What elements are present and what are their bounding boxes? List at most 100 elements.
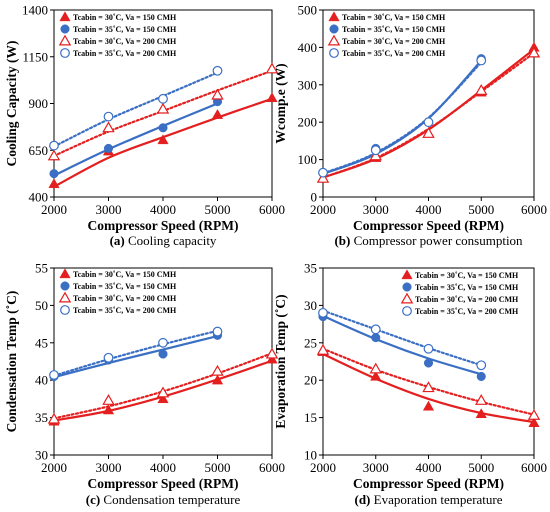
- data-point: [316, 171, 330, 183]
- legend-marker: [329, 24, 339, 34]
- legend-marker: [59, 268, 71, 279]
- x-tick-label: 3000: [363, 460, 389, 475]
- y-tick-label: 15: [304, 410, 317, 425]
- legend: Tcabin = 30˚C, Va = 150 CMH Tcabin = 35˚C…: [327, 11, 446, 58]
- y-tick-label: 900: [29, 96, 49, 111]
- legend-label: Tcabin = 30˚C, Va = 150 CMH: [73, 270, 177, 279]
- x-tick-label: 6000: [521, 202, 547, 217]
- trend-line-series-2: [52, 102, 219, 177]
- series-3-points: [316, 46, 541, 183]
- data-point: [528, 417, 540, 427]
- panel-caption: (b) Compressor power consumption: [334, 233, 523, 248]
- x-axis-label: Compressor Speed (RPM): [88, 476, 239, 491]
- series-1-points: [48, 92, 278, 189]
- data-point: [422, 400, 435, 411]
- legend-label: Tcabin = 30˚C, Va = 200 CMH: [415, 295, 519, 304]
- legend-label: Tcabin = 35˚C, Va = 150 CMH: [415, 283, 519, 292]
- y-tick-label: 40: [35, 373, 48, 388]
- legend-marker: [329, 48, 339, 58]
- y-tick-label: 30: [304, 298, 317, 313]
- data-point: [211, 374, 224, 385]
- legend-label: Tcabin = 35˚C, Va = 200 CMH: [342, 49, 446, 58]
- caption-text: Cooling capacity: [125, 233, 217, 248]
- x-tick-label: 5000: [205, 460, 231, 475]
- x-tick-label: 6000: [521, 460, 547, 475]
- trend-line-series-1: [321, 352, 536, 424]
- legend-label: Tcabin = 35˚C, Va = 150 CMH: [73, 282, 177, 291]
- data-point: [422, 381, 435, 393]
- trend-line-series-2: [321, 59, 483, 175]
- y-tick-label: 100: [298, 152, 318, 167]
- x-tick-label: 2000: [41, 460, 67, 475]
- y-tick-label: 400: [298, 40, 318, 55]
- trend-line-series-2: [321, 314, 483, 376]
- trend-line-series-4: [321, 61, 483, 175]
- series-2-points: [318, 54, 486, 178]
- legend-marker: [58, 291, 72, 303]
- y-tick-label: 1400: [22, 3, 48, 18]
- data-point: [158, 93, 168, 104]
- data-point: [47, 149, 61, 161]
- data-point: [211, 88, 224, 100]
- legend-marker: [327, 34, 341, 46]
- legend-label: Tcabin = 30˚C, Va = 150 CMH: [415, 271, 519, 280]
- legend-label: Tcabin = 30˚C, Va = 150 CMH: [73, 13, 177, 22]
- y-tick-label: 10: [304, 448, 317, 463]
- legend-label: Tcabin = 35˚C, Va = 200 CMH: [73, 49, 177, 58]
- chart-panel-3: 2000 3000 4000 5000 6000 30 35 40 45 50 55 Compress…: [4, 261, 285, 508]
- y-tick-label: 50: [35, 298, 48, 313]
- y-tick-label: 30: [35, 448, 48, 463]
- y-tick-label: 35: [35, 410, 48, 425]
- data-point: [212, 65, 223, 76]
- data-point: [102, 393, 115, 405]
- x-tick-label: 4000: [150, 460, 176, 475]
- data-point: [103, 143, 114, 153]
- data-point: [316, 343, 330, 355]
- y-tick-label: 200: [298, 115, 318, 130]
- series-3-points: [316, 343, 541, 420]
- data-point: [476, 360, 487, 371]
- legend-marker: [60, 48, 70, 58]
- y-tick-label: 55: [35, 261, 48, 276]
- data-point: [475, 393, 488, 405]
- legend: Tcabin = 30˚C, Va = 150 CMH Tcabin = 35˚C…: [58, 11, 177, 58]
- legend-label: Tcabin = 35˚C, Va = 200 CMH: [73, 306, 177, 315]
- data-point: [157, 134, 169, 145]
- x-axis-label: Compressor Speed (RPM): [353, 218, 504, 233]
- y-tick-label: 25: [304, 335, 317, 350]
- x-tick-label: 2000: [310, 202, 336, 217]
- x-tick-label: 2000: [41, 202, 67, 217]
- series-4-points: [318, 55, 487, 178]
- x-tick-label: 6000: [259, 202, 285, 217]
- data-point: [102, 121, 115, 133]
- legend-marker: [59, 11, 71, 22]
- data-point: [370, 324, 381, 335]
- x-tick-label: 5000: [468, 202, 494, 217]
- y-axis-label: Condensation Temp (˚C): [4, 291, 19, 433]
- data-point: [476, 55, 487, 66]
- series-3-points: [47, 347, 279, 424]
- legend-marker: [402, 306, 412, 316]
- x-tick-label: 4000: [416, 202, 442, 217]
- data-point: [47, 412, 61, 424]
- y-tick-label: 300: [298, 77, 318, 92]
- y-tick-label: 35: [304, 261, 317, 276]
- legend-label: Tcabin = 30˚C, Va = 200 CMH: [73, 294, 177, 303]
- x-tick-label: 5000: [205, 202, 231, 217]
- caption-letter: (b): [334, 233, 350, 248]
- series-3-points: [47, 62, 279, 161]
- y-axis-label: Evaporation Temp (˚C): [273, 294, 288, 428]
- trend-line-series-4: [321, 309, 483, 367]
- data-point: [369, 362, 382, 374]
- y-tick-label: 650: [29, 143, 49, 158]
- data-point: [158, 337, 168, 348]
- data-point: [266, 92, 278, 103]
- y-tick-label: 0: [311, 190, 318, 205]
- data-point: [49, 169, 59, 179]
- x-tick-label: 3000: [96, 460, 122, 475]
- data-point: [476, 371, 486, 382]
- data-point: [103, 111, 114, 122]
- data-point: [156, 386, 170, 398]
- legend: Tcabin = 30˚C, Va = 150 CMH Tcabin = 35˚C…: [58, 268, 177, 315]
